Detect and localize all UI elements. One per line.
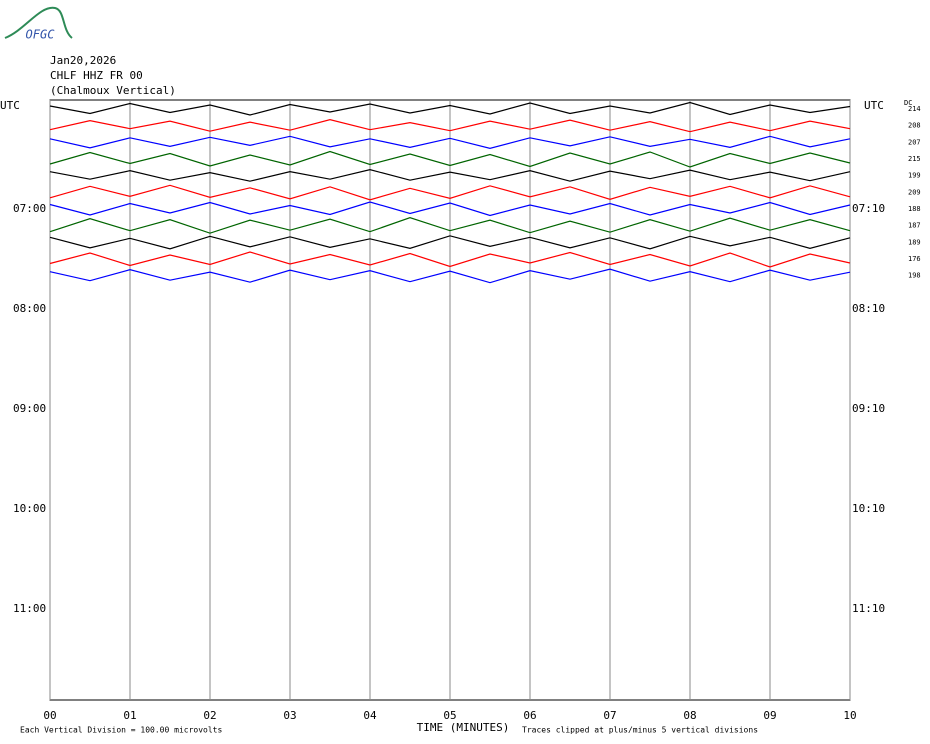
scale-note: Each Vertical Division = 100.00 microvol… <box>20 726 222 735</box>
x-tick-label: 10 <box>843 709 856 722</box>
trace <box>49 201 851 217</box>
x-tick-label: 06 <box>523 709 536 722</box>
trace <box>49 150 851 168</box>
utc-right: UTC <box>864 99 884 112</box>
trace <box>49 235 851 250</box>
logo: OFGC <box>4 6 73 42</box>
x-tick-label: 01 <box>123 709 136 722</box>
hour-label-right: 08:10 <box>852 302 885 315</box>
dc-value: 209 <box>908 188 921 196</box>
dc-value: 214 <box>908 105 921 113</box>
hour-label-right: 07:10 <box>852 202 885 215</box>
x-tick-label: 00 <box>43 709 56 722</box>
dc-value: 199 <box>908 172 921 180</box>
trace <box>49 217 851 234</box>
dc-value: 188 <box>908 205 921 213</box>
x-tick-label: 04 <box>363 709 377 722</box>
trace <box>49 251 851 268</box>
dc-value: 176 <box>908 255 921 263</box>
hour-label-left: 08:00 <box>13 302 46 315</box>
dc-value: 198 <box>908 272 921 280</box>
hour-label-left: 10:00 <box>13 502 46 515</box>
date: Jan20,2026 <box>50 54 116 67</box>
trace <box>49 184 851 201</box>
trace <box>49 101 851 116</box>
hour-label-right: 11:10 <box>852 602 885 615</box>
hour-label-right: 09:10 <box>852 402 885 415</box>
trace <box>49 169 851 182</box>
hour-label-left: 11:00 <box>13 602 46 615</box>
x-tick-label: 08 <box>683 709 696 722</box>
utc-left: UTC <box>0 99 20 112</box>
dc-value: 189 <box>908 238 921 246</box>
clip-note: Traces clipped at plus/minus 5 vertical … <box>522 726 758 735</box>
x-tick-label: 09 <box>763 709 776 722</box>
dc-value: 187 <box>908 222 921 230</box>
logo-curve <box>4 6 73 39</box>
hour-label-left: 07:00 <box>13 202 46 215</box>
dc-value: 215 <box>908 155 921 163</box>
dc-value: 208 <box>908 122 921 130</box>
x-tick-label: 02 <box>203 709 216 722</box>
hour-label-right: 10:10 <box>852 502 885 515</box>
location: (Chalmoux Vertical) <box>50 84 176 97</box>
x-tick-label: 07 <box>603 709 616 722</box>
logo-text: OFGC <box>26 28 56 42</box>
trace <box>49 268 851 284</box>
x-tick-label: 03 <box>283 709 296 722</box>
station: CHLF HHZ FR 00 <box>50 69 143 82</box>
dc-value: 207 <box>908 138 921 146</box>
hour-label-left: 09:00 <box>13 402 46 415</box>
x-tick-label: 05 <box>443 709 456 722</box>
trace <box>49 119 851 133</box>
trace <box>49 135 851 149</box>
x-label: TIME (MINUTES) <box>417 721 510 734</box>
dc-label: DC <box>904 99 912 107</box>
